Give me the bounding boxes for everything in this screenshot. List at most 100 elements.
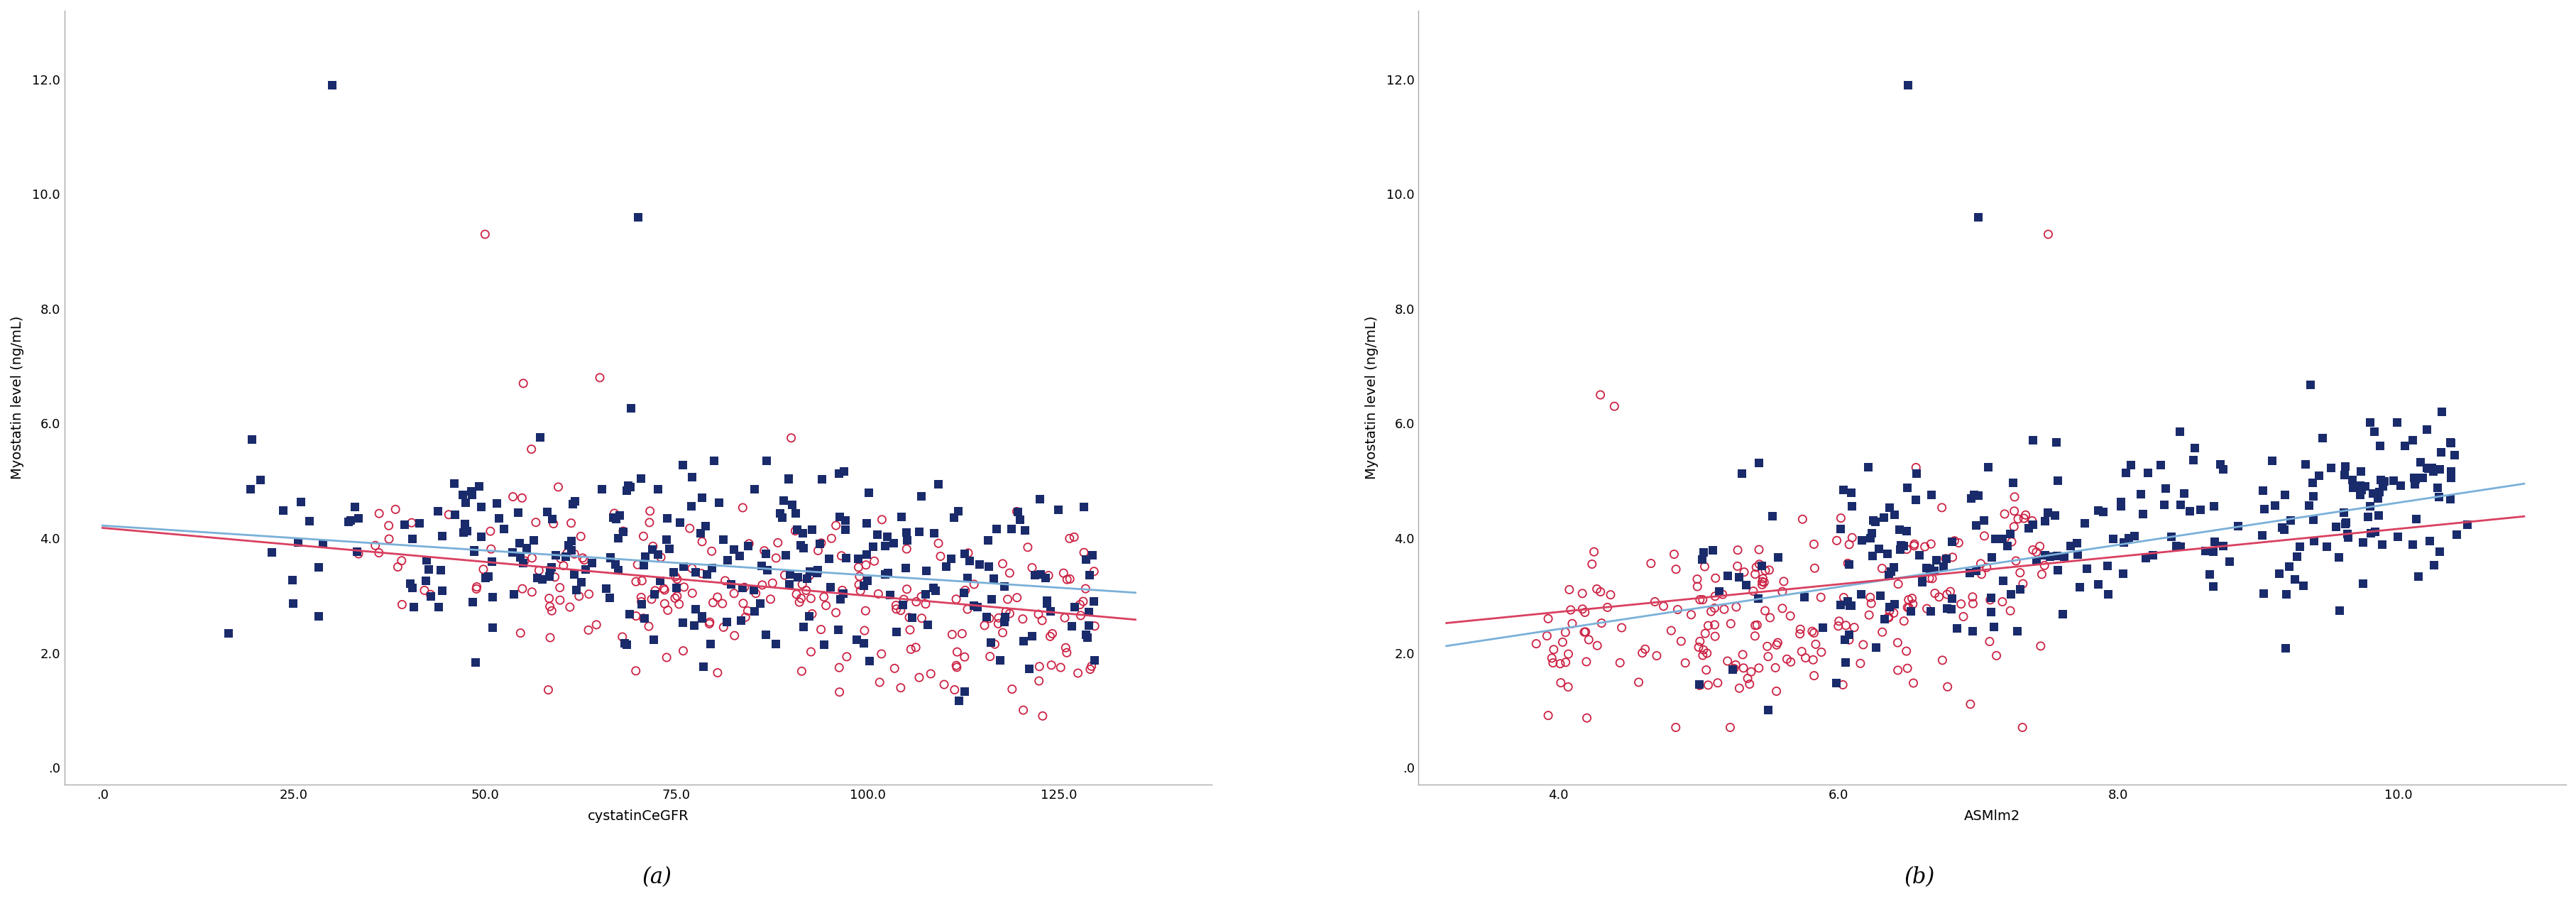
Point xyxy=(1899,548,1940,563)
Point xyxy=(1968,593,2009,607)
Point xyxy=(520,573,562,587)
Point xyxy=(2326,516,2367,530)
Point xyxy=(621,594,662,609)
Point xyxy=(528,591,569,605)
Point xyxy=(814,518,855,533)
Point xyxy=(1927,587,1968,602)
Point xyxy=(1030,626,1072,641)
Point xyxy=(644,582,685,596)
Point xyxy=(945,602,987,616)
Point xyxy=(2035,474,2076,488)
Point xyxy=(327,515,368,529)
Point xyxy=(598,531,639,545)
Point xyxy=(1834,621,1875,635)
Point xyxy=(2298,468,2339,483)
Point xyxy=(582,482,623,496)
Point xyxy=(1064,545,1105,560)
Point xyxy=(837,577,878,592)
Point xyxy=(871,588,912,602)
Point xyxy=(2378,529,2419,544)
Point xyxy=(443,487,484,502)
Point xyxy=(819,660,860,675)
Point xyxy=(464,571,505,585)
Point xyxy=(1041,660,1082,675)
Point xyxy=(1991,476,2032,490)
Point xyxy=(1595,399,1636,413)
Point xyxy=(299,560,340,574)
Point xyxy=(1942,610,1984,624)
Point xyxy=(966,610,1007,624)
Point xyxy=(1860,589,1901,603)
Point xyxy=(886,582,927,596)
Point xyxy=(948,554,989,568)
Point xyxy=(1922,500,1963,515)
Point xyxy=(1924,552,1965,566)
Point xyxy=(639,550,680,564)
Point xyxy=(690,544,732,558)
Point xyxy=(1533,656,1574,670)
Point xyxy=(902,590,943,604)
Point xyxy=(690,561,732,575)
Point xyxy=(935,645,976,660)
Point xyxy=(497,506,538,520)
Point xyxy=(428,507,469,522)
Point xyxy=(958,557,999,572)
Point xyxy=(590,550,631,564)
Point xyxy=(1020,492,1061,506)
Point xyxy=(2352,487,2393,501)
Point xyxy=(2429,436,2470,450)
Point xyxy=(1677,677,1718,691)
Point xyxy=(2318,550,2360,564)
Point xyxy=(1981,532,2022,546)
Point xyxy=(2411,464,2452,478)
Point xyxy=(1785,651,1826,665)
Point xyxy=(2195,535,2236,549)
Point xyxy=(531,603,572,618)
Point xyxy=(822,586,863,601)
Point xyxy=(659,597,701,612)
Point xyxy=(935,592,976,606)
Point xyxy=(721,500,762,515)
Point xyxy=(2087,559,2128,573)
Point xyxy=(559,575,600,590)
Point xyxy=(868,565,909,580)
Point xyxy=(2269,514,2311,528)
Point xyxy=(1976,649,2017,663)
Point xyxy=(984,604,1025,619)
Point xyxy=(1829,632,1870,647)
Point xyxy=(690,637,732,651)
Point xyxy=(1726,578,1767,593)
Point xyxy=(1880,537,1922,552)
Point xyxy=(541,551,582,565)
Point xyxy=(2192,499,2233,514)
Point xyxy=(2141,458,2182,473)
Point xyxy=(1965,560,2007,574)
Point xyxy=(1932,550,1973,564)
Point xyxy=(639,573,680,588)
Point xyxy=(389,576,430,591)
Point xyxy=(1919,590,1960,604)
Point xyxy=(551,516,592,530)
Point xyxy=(858,675,899,689)
Point xyxy=(1716,658,1757,672)
Point xyxy=(693,454,734,468)
Point xyxy=(2362,537,2403,552)
Point xyxy=(335,500,376,515)
Point xyxy=(935,659,976,673)
Point xyxy=(2251,454,2293,468)
Point xyxy=(1862,510,1904,525)
Point xyxy=(806,598,848,612)
Point xyxy=(2398,455,2439,469)
Point xyxy=(1716,600,1757,614)
Point xyxy=(538,480,580,495)
Point xyxy=(1682,593,1723,607)
Point xyxy=(1762,574,1803,589)
Point xyxy=(2324,459,2365,474)
Point xyxy=(1551,602,1592,617)
Point xyxy=(2267,560,2308,574)
Point xyxy=(554,567,595,582)
Point xyxy=(1010,661,1051,676)
Point xyxy=(2318,603,2360,618)
Point xyxy=(629,504,670,518)
Point xyxy=(2293,489,2334,504)
